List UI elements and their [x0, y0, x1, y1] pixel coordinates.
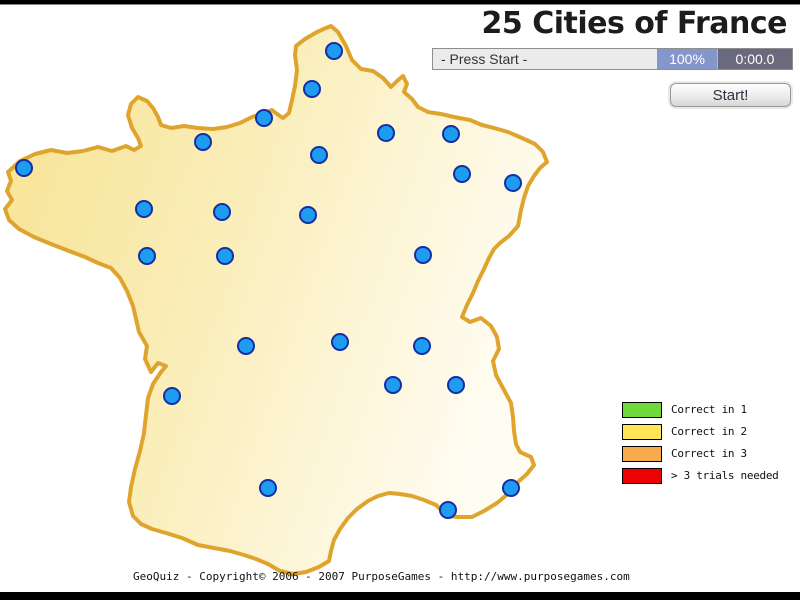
city-marker[interactable]: [504, 174, 522, 192]
city-marker[interactable]: [310, 146, 328, 164]
city-marker[interactable]: [439, 501, 457, 519]
city-marker[interactable]: [502, 479, 520, 497]
city-marker[interactable]: [453, 165, 471, 183]
city-marker[interactable]: [213, 203, 231, 221]
city-marker[interactable]: [255, 109, 273, 127]
status-bar: - Press Start - 100% 0:00.0: [432, 48, 793, 70]
city-marker[interactable]: [163, 387, 181, 405]
city-marker[interactable]: [135, 200, 153, 218]
legend-label: Correct in 3: [671, 447, 747, 460]
legend-swatch: [622, 423, 662, 440]
city-marker[interactable]: [259, 479, 277, 497]
city-marker[interactable]: [414, 246, 432, 264]
city-marker[interactable]: [138, 247, 156, 265]
timer: 0:00.0: [717, 49, 792, 69]
legend-swatch: [622, 445, 662, 462]
top-border: [0, 0, 800, 5]
bottom-border: [0, 592, 800, 600]
city-marker[interactable]: [194, 133, 212, 151]
city-marker[interactable]: [447, 376, 465, 394]
city-marker[interactable]: [331, 333, 349, 351]
legend-item: Correct in 1: [622, 401, 778, 418]
legend-item: Correct in 2: [622, 423, 778, 440]
legend-swatch: [622, 467, 662, 484]
city-marker[interactable]: [15, 159, 33, 177]
city-marker[interactable]: [325, 42, 343, 60]
score-percent: 100%: [657, 49, 717, 69]
city-marker[interactable]: [413, 337, 431, 355]
legend: Correct in 1 Correct in 2 Correct in 3 > 3 …: [622, 401, 779, 490]
city-marker[interactable]: [377, 124, 395, 142]
city-marker[interactable]: [442, 125, 460, 143]
page-title: 25 Cities of France: [481, 6, 788, 41]
city-marker[interactable]: [216, 247, 234, 265]
status-message: - Press Start -: [433, 49, 657, 69]
legend-swatch: [622, 401, 662, 418]
city-marker[interactable]: [237, 337, 255, 355]
legend-label: > 3 trials needed: [671, 469, 779, 482]
city-markers: [15, 42, 522, 519]
france-map: [3, 24, 549, 576]
start-button[interactable]: Start!: [670, 83, 791, 107]
city-marker[interactable]: [299, 206, 317, 224]
city-marker[interactable]: [303, 80, 321, 98]
legend-item: Correct in 3: [622, 445, 778, 462]
legend-label: Correct in 1: [671, 403, 747, 416]
city-marker[interactable]: [384, 376, 402, 394]
france-outline: [3, 24, 549, 576]
legend-label: Correct in 2: [671, 425, 747, 438]
footer-credit: GeoQuiz - Copyright© 2006 - 2007 Purpose…: [133, 570, 630, 583]
legend-item: > 3 trials needed: [622, 467, 779, 484]
